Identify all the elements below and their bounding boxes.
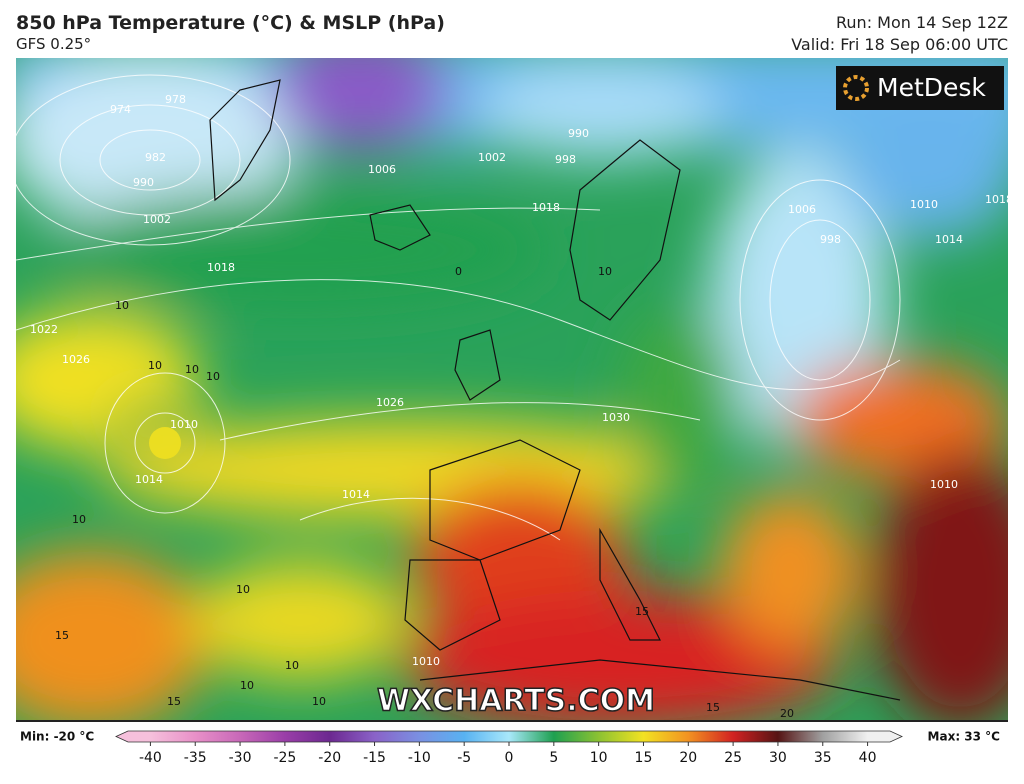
colorbar-tick-label: 10 xyxy=(590,750,608,766)
temperature-label: 15 xyxy=(167,695,181,708)
temperature-label: 10 xyxy=(115,299,129,312)
colorbar-tick-label: -40 xyxy=(139,750,162,766)
isobar-label: 1018 xyxy=(532,201,560,214)
isobar-label: 1002 xyxy=(478,151,506,164)
isobar-label: 1026 xyxy=(376,396,404,409)
temperature-label: 10 xyxy=(185,363,199,376)
logo-text: MetDesk xyxy=(877,73,986,102)
isobar-label: 1006 xyxy=(788,203,816,216)
temperature-label: 15 xyxy=(635,605,649,618)
isobar-label: 974 xyxy=(110,103,131,116)
temperature-field xyxy=(16,58,1008,720)
temperature-label: 10 xyxy=(72,513,86,526)
colorbar-tick-label: -35 xyxy=(184,750,207,766)
isobar-label: 1014 xyxy=(935,233,963,246)
isobars xyxy=(16,74,901,541)
isobar-label: 1002 xyxy=(143,213,171,226)
isobar-label: 1030 xyxy=(602,411,630,424)
isobar-label: 1010 xyxy=(170,418,198,431)
colorbar-tick-label: 20 xyxy=(679,750,697,766)
temperature-label: 10 xyxy=(148,359,162,372)
colorbar-tick-label: 0 xyxy=(505,750,514,766)
temperature-label: 10 xyxy=(240,679,254,692)
coastlines xyxy=(209,79,901,701)
colorbar-tick-label: 30 xyxy=(769,750,787,766)
colorbar: -40 -35 -30 -25 -20 -15 -10 -5 0 5 10 15 20 25 30 35 40 xyxy=(115,730,903,766)
map-title: 850 hPa Temperature (°C) & MSLP (hPa) xyxy=(16,12,445,34)
isobar-label: 1006 xyxy=(368,163,396,176)
colorbar-tick-label: -30 xyxy=(229,750,252,766)
isobar-label: 1018 xyxy=(985,193,1013,206)
colorbar-tick-label: -5 xyxy=(457,750,471,766)
isobar-label: 1026 xyxy=(62,353,90,366)
colorbar-tick-label: -10 xyxy=(408,750,431,766)
temperature-label: 0 xyxy=(455,265,462,278)
isobar-label: 982 xyxy=(145,151,166,164)
temperature-label: 10 xyxy=(312,695,326,708)
isobar-label: 998 xyxy=(555,153,576,166)
temperature-label: 15 xyxy=(55,629,69,642)
colorbar-tick-label: -15 xyxy=(363,750,386,766)
colorbar-tick-label: 35 xyxy=(814,750,832,766)
colorbar-tick-label: 25 xyxy=(724,750,742,766)
temperature-label: 10 xyxy=(236,583,250,596)
watermark: WXCHARTS.COM xyxy=(377,684,655,719)
isobar-label: 1014 xyxy=(342,488,370,501)
colorbar-tick-label: -25 xyxy=(273,750,296,766)
temperature-label: 10 xyxy=(598,265,612,278)
temperature-label: 15 xyxy=(706,701,720,714)
isobar-label: 1014 xyxy=(135,473,163,486)
colorbar-tick-label: 15 xyxy=(635,750,653,766)
isobar-label: 1010 xyxy=(910,198,938,211)
model-label: GFS 0.25° xyxy=(16,35,92,53)
colorbar-tick-label: -20 xyxy=(318,750,341,766)
isobar-label: 978 xyxy=(165,93,186,106)
logo: MetDesk xyxy=(836,66,1004,110)
isobar-label: 1010 xyxy=(930,478,958,491)
isobar-label: 990 xyxy=(133,176,154,189)
temperature-label: 10 xyxy=(206,370,220,383)
temperature-label: 10 xyxy=(285,659,299,672)
isobar-label: 990 xyxy=(568,127,589,140)
colorbar-tick-label: 40 xyxy=(859,750,877,766)
isobar-label: 1010 xyxy=(412,655,440,668)
colorbar-bar xyxy=(115,730,903,743)
valid-label: Valid: Fri 18 Sep 06:00 UTC xyxy=(791,35,1008,54)
min-label: Min: -20 °C xyxy=(20,730,94,744)
isobar-label: 998 xyxy=(820,233,841,246)
isobar-label: 1018 xyxy=(207,261,235,274)
isobar-label: 1022 xyxy=(30,323,58,336)
max-label: Max: 33 °C xyxy=(928,730,1001,744)
colorbar-tick-label: 5 xyxy=(549,750,558,766)
run-label: Run: Mon 14 Sep 12Z xyxy=(836,13,1008,32)
temperature-label: 20 xyxy=(780,707,794,720)
